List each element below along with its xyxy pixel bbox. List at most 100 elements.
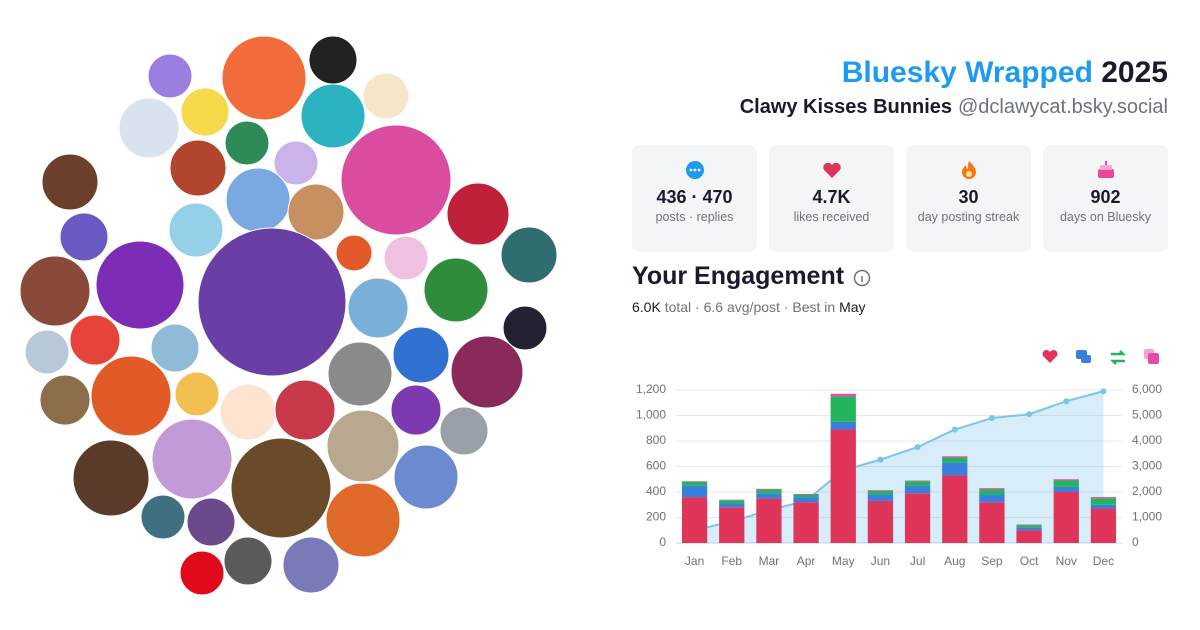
avatar [41,153,99,211]
stat-icon [823,162,841,178]
stat-label: day posting streak [917,210,1020,224]
bar-segment [1090,497,1117,499]
bar-segment [793,497,819,503]
stat-label: posts · replies [655,210,734,224]
bar-segment [793,502,819,543]
bar-segment [830,396,856,422]
bar-segment [830,429,856,543]
title-brand: Bluesky Wrapped [841,56,1093,89]
x-tick-label: Jun [871,554,890,568]
avatar [106,167,168,229]
stat-icon [686,161,704,179]
engagement-chart: 0 200 400 600 800 1,000 1,200 0 1,000 2,000 3,000 4… [636,382,1162,568]
avatar [147,53,193,99]
x-tick-label: Nov [1056,554,1077,568]
cumulative-area [694,391,1104,543]
y2-tick-label: 1,000 [1132,510,1162,524]
bar-segment [942,462,968,476]
stat-icon [962,161,976,179]
bar-segment [719,507,745,543]
stat-label: likes received [793,210,870,224]
bar-segment [1016,527,1042,531]
bar-segment [681,497,708,543]
bar-segment [867,490,894,491]
avatar [335,234,373,272]
bar-segment [1090,508,1117,543]
x-tick-label: Mar [759,554,780,568]
y-tick-label: 0 [659,535,666,549]
section-title: Your Engagement [632,262,845,290]
avatar [19,255,91,327]
y2-tick-label: 0 [1132,535,1139,549]
bar-segment [681,481,708,486]
x-tick-label: May [832,554,855,568]
user: Clawy Kisses Bunnies @dclawycat.bsky.soci… [740,96,1168,119]
best-month: May [839,299,866,315]
bar-segment [867,500,894,543]
avg-value: 6.6 avg/post [703,299,780,315]
avatar [502,305,548,351]
legend-reposts-icon [1109,350,1127,365]
info-icon[interactable] [853,269,871,287]
avatar [390,384,442,436]
legend-likes-icon [1042,349,1058,363]
bar-segment [979,489,1005,495]
avatar [362,72,410,120]
avatar [446,182,510,246]
y-tick-label: 800 [646,433,666,447]
avatar-cluster [19,35,558,596]
avatar [383,235,429,281]
bar-segment [756,498,782,543]
bar-segment [756,488,782,490]
avatar [450,335,524,409]
bar-segment [942,456,968,458]
avatar [393,444,459,510]
x-tick-label: Jul [910,554,925,568]
stat-icon [1098,161,1114,178]
avatar [24,329,70,375]
legend [1042,349,1159,365]
x-tick-label: Apr [797,554,816,568]
avatar [118,97,180,159]
bar-segment [979,494,1005,503]
avatar [186,497,236,547]
avatar [392,326,450,384]
avatar [72,439,150,517]
bar-segment [904,485,931,494]
bar-segment [904,493,931,543]
bar-segment [979,488,1005,490]
avatar [39,374,91,426]
avatar [180,87,230,137]
bar-segment [1090,504,1117,509]
bar-segment [942,457,968,463]
avatar [439,406,489,456]
avatar [174,371,220,417]
avatar [230,437,332,539]
bar-segment [756,489,782,494]
bar-segment [681,481,708,482]
bar-segment [904,481,931,486]
avatar [90,355,172,437]
bar-segment [904,480,931,482]
avatar [95,240,185,330]
best-label: Best in [792,299,836,315]
avatar [340,124,452,236]
x-tick-label: Oct [1020,554,1039,568]
engagement-summary: 6.0K total · 6.6 avg/post · Best in May [632,299,866,315]
stat-value: 902 [1090,187,1121,207]
x-tick-label: Jan [685,554,704,568]
bar-segment [1053,486,1079,492]
y2-tick-label: 4,000 [1132,433,1162,447]
bar-segment [1053,492,1079,543]
bar-segment [979,502,1005,543]
stat-card: 436 · 470 posts · replies [632,145,757,252]
stat-value: 436 · 470 [656,187,733,207]
cumulative-point [988,415,995,422]
handle[interactable]: @dclawycat.bsky.social [958,96,1168,118]
avatar [282,536,340,594]
avatar [326,409,400,483]
bar-segment [830,393,856,397]
bar-segment [1016,525,1042,528]
avatar [327,341,393,407]
y2-tick-label: 2,000 [1132,484,1162,498]
